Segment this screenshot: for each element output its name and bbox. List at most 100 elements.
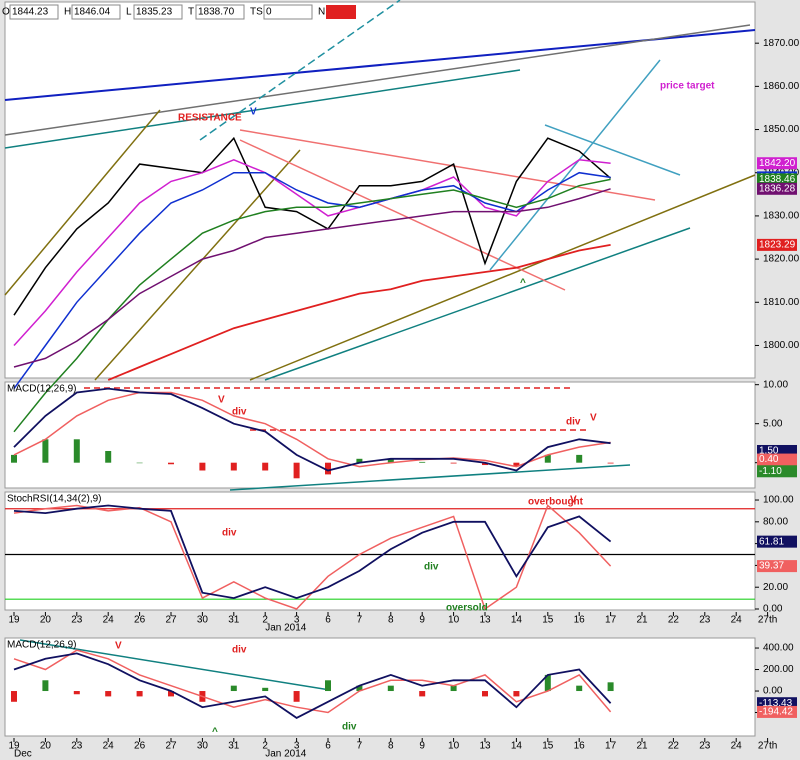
histogram-bar (136, 462, 143, 464)
x-group-label: Jan 2014 (265, 623, 307, 634)
trend-line (199, 0, 401, 141)
header-value: 0 (266, 7, 272, 18)
x-tick-label: 24 (103, 741, 115, 752)
series-line (13, 504, 612, 600)
x-tick-label: 16 (574, 741, 586, 752)
trend-lines (4, 0, 756, 691)
histogram-bar (262, 687, 269, 692)
x-tick-label: 21 (636, 615, 648, 626)
series-line (13, 171, 611, 390)
last-value-label: 1823.29 (759, 240, 796, 251)
header-name: T (188, 7, 194, 18)
histogram-bar (544, 674, 551, 692)
histogram-bar (576, 685, 583, 692)
last-value-label: 1842.20 (759, 158, 796, 169)
histogram-bar (73, 439, 80, 463)
trend-line (249, 174, 756, 381)
annotation: overbought (528, 497, 584, 508)
trend-line (4, 24, 751, 136)
histogram-bar (325, 462, 331, 475)
histogram-bar (325, 680, 331, 692)
histogram-bar (450, 462, 457, 464)
annotation: div (232, 645, 247, 656)
histogram-bar (105, 450, 112, 463)
panel (4, 1, 756, 379)
x-tick-label: 15 (542, 741, 554, 752)
x-tick-label: 26 (134, 741, 146, 752)
header-name: TS (250, 7, 263, 18)
annotation: div (222, 528, 237, 539)
x-tick-label: 7 (357, 615, 363, 626)
trend-line (19, 639, 331, 691)
last-value-box (757, 453, 797, 466)
x-tick-label: 9 (419, 615, 425, 626)
y-tick-label: 1850.00 (763, 124, 800, 135)
x-tick-label: 26 (134, 615, 146, 626)
x-group-label: Jan 2014 (265, 749, 307, 760)
x-tick-label: 15 (542, 615, 554, 626)
x-tick-label: 31 (228, 615, 240, 626)
panel-title: StochRSI(14,34(2),9) (7, 494, 102, 505)
header-value: 1838.70 (198, 7, 235, 18)
histogram-bar (482, 691, 488, 697)
y-tick-label: 1860.00 (763, 81, 800, 92)
y-tick-label: 0.00 (763, 686, 783, 697)
x-tick-label: 31 (228, 741, 240, 752)
series-line (13, 136, 612, 316)
y-tick-label: 200.00 (763, 664, 794, 675)
last-value-box (757, 157, 797, 170)
series-line (13, 391, 611, 468)
header-box (9, 4, 59, 20)
last-value-label: 0.40 (759, 454, 779, 465)
x-tick-label: 20 (40, 615, 52, 626)
last-value-box (757, 465, 797, 478)
x-tick-label: 9 (419, 741, 425, 752)
x-tick-label: 17 (605, 615, 617, 626)
x-tick-label: 19 (8, 741, 20, 752)
y-tick-label: 20.00 (763, 582, 788, 593)
header-box (195, 4, 245, 20)
histogram-bar (42, 439, 49, 463)
x-tick-label: 16 (574, 615, 586, 626)
trend-line (229, 464, 631, 491)
histogram-bar (576, 454, 583, 463)
x-tick-label: 17 (605, 741, 617, 752)
x-tick-label: 27th (758, 615, 777, 626)
x-tick-label: 10 (448, 741, 460, 752)
x-tick-label: 24 (731, 615, 743, 626)
x-tick-label: 2 (262, 741, 268, 752)
histogram-bar (387, 685, 394, 692)
header-box (133, 4, 183, 20)
histogram-bar (136, 691, 143, 697)
x-tick-label: 7 (357, 741, 363, 752)
x-tick-label: 27 (165, 615, 177, 626)
x-tick-label: 20 (40, 741, 52, 752)
trend-line (94, 149, 301, 381)
annotation: ^ (520, 278, 526, 289)
last-value-box (757, 238, 797, 251)
histogram-bar (199, 462, 206, 471)
last-value-label: 1838.46 (759, 174, 796, 185)
annotation: div (424, 562, 439, 573)
last-value-label: 1.50 (759, 446, 779, 457)
x-tick-label: 14 (511, 615, 523, 626)
histogram-bar (168, 691, 174, 697)
header-value: 1846.04 (74, 7, 111, 18)
annotation: div (232, 407, 247, 418)
series-line (13, 387, 611, 472)
panel (4, 637, 756, 737)
histogram-bar (42, 680, 49, 692)
x-tick-label: 30 (197, 741, 209, 752)
x-tick-label: 27th (758, 741, 777, 752)
panel (4, 491, 756, 611)
histogram-bar (607, 682, 614, 692)
trend-line (544, 124, 681, 176)
panel-title: MACD(12,26,9) (7, 384, 76, 395)
histogram-bar (419, 461, 426, 463)
annotation: div (566, 417, 581, 428)
histogram-bar (293, 462, 300, 479)
trend-line (264, 227, 691, 381)
trend-line (489, 59, 661, 271)
